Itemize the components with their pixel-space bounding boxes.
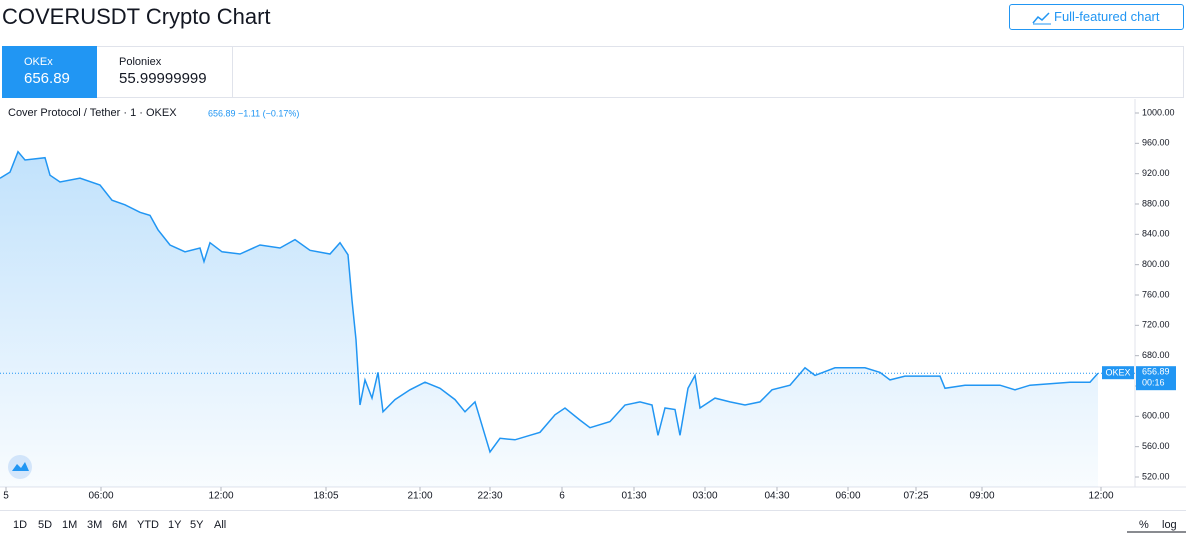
- x-tick-label: 07:25: [903, 491, 928, 502]
- exchange-tabs: OKEx 656.89 Poloniex 55.99999999: [2, 46, 1184, 98]
- range-button[interactable]: 1M: [62, 519, 78, 531]
- y-tick-label: 880.00: [1142, 198, 1170, 208]
- tab-value: 55.99999999: [119, 70, 207, 87]
- range-button[interactable]: 3M: [87, 519, 103, 531]
- x-tick-label: 12:00: [208, 491, 233, 502]
- x-tick-label: 06:00: [88, 491, 113, 502]
- range-button[interactable]: 1Y: [168, 519, 182, 531]
- range-button[interactable]: All: [214, 519, 227, 531]
- legend-change: −1.11 (−0.17%): [238, 108, 299, 118]
- range-button[interactable]: 5D: [38, 519, 53, 531]
- legend-last: 656.89: [208, 108, 236, 118]
- full-chart-button[interactable]: Full-featured chart: [1009, 4, 1184, 30]
- tab[interactable]: OKEx 656.89: [2, 46, 97, 98]
- x-tick-label: 03:00: [692, 491, 717, 502]
- scale-button[interactable]: log: [1162, 519, 1177, 531]
- x-tick-label: 21:00: [407, 491, 432, 502]
- button-label: Full-featured chart: [1054, 9, 1160, 24]
- x-tick-label: 12:00: [1088, 491, 1113, 502]
- tab-name: Poloniex: [119, 56, 162, 68]
- range-bar-graphics: [1127, 531, 1186, 533]
- price-tag-label: 656.89: [1142, 367, 1170, 377]
- y-tick-label: 920.00: [1142, 168, 1170, 178]
- tab-name: OKEx: [24, 56, 53, 68]
- legend-symbol: Cover Protocol / Tether · 1 · OKEX: [8, 107, 177, 119]
- x-tick-label: 06:00: [835, 491, 860, 502]
- x-tick-label: 01:30: [621, 491, 646, 502]
- x-tick-label: 5: [3, 491, 9, 502]
- y-tick-label: 960.00: [1142, 138, 1170, 148]
- tab-value: 656.89: [24, 70, 70, 87]
- exchange-tag: [1102, 366, 1134, 380]
- y-tick-label: 560.00: [1142, 441, 1170, 451]
- range-button[interactable]: 1D: [13, 519, 28, 531]
- tab[interactable]: Poloniex 55.99999999: [97, 46, 233, 98]
- range-button[interactable]: 6M: [112, 519, 128, 531]
- y-tick-label: 600.00: [1142, 411, 1170, 421]
- y-tick-label: 760.00: [1142, 289, 1170, 299]
- y-tick-label: 800.00: [1142, 259, 1170, 269]
- price-line: [0, 150, 1099, 454]
- area-fill: [0, 151, 1098, 487]
- x-tick-label: 04:30: [764, 491, 789, 502]
- y-tick-label: 840.00: [1142, 229, 1170, 239]
- x-tick-label: 09:00: [969, 491, 994, 502]
- x-tick-label: 18:05: [313, 491, 338, 502]
- exchange-tag-label: OKEX: [1105, 368, 1130, 378]
- x-tick-label: 22:30: [477, 491, 502, 502]
- page-title: COVERUSDT Crypto Chart: [2, 4, 271, 29]
- countdown-label: 00:16: [1142, 378, 1165, 388]
- y-tick-label: 680.00: [1142, 350, 1170, 360]
- range-button[interactable]: YTD: [137, 519, 159, 531]
- y-tick-label: 1000.00: [1142, 107, 1175, 117]
- scale-button[interactable]: %: [1139, 519, 1149, 531]
- range-bar: 1D 5D 1M 3M 6M YTD 1Y 5Y All% log: [0, 510, 1186, 534]
- chart-icon: [1032, 12, 1051, 25]
- chart: Cover Protocol / Tether · 1 · OKEX 656.8…: [0, 99, 1186, 502]
- price-tag: [1136, 366, 1176, 391]
- y-tick-label: 720.00: [1142, 320, 1170, 330]
- x-tick-label: 6: [559, 491, 565, 502]
- y-tick-label: 520.00: [1142, 471, 1170, 481]
- range-button[interactable]: 5Y: [190, 519, 204, 531]
